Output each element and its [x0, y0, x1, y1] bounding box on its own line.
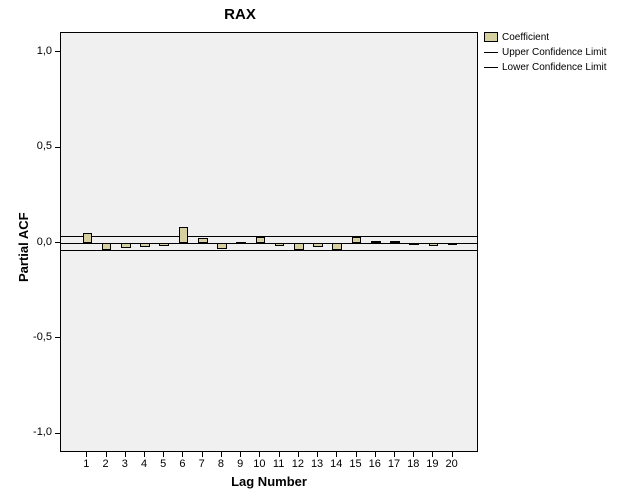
legend-item: Upper Confidence Limit	[484, 45, 607, 59]
y-tick-label: -1,0	[0, 426, 52, 438]
x-tick	[317, 452, 318, 457]
x-tick-label: 4	[134, 458, 153, 470]
x-tick-label: 16	[365, 458, 384, 470]
pacf-bar	[256, 237, 266, 243]
x-tick	[106, 452, 107, 457]
x-tick-label: 2	[96, 458, 115, 470]
x-tick-label: 18	[404, 458, 423, 470]
x-tick	[125, 452, 126, 457]
pacf-bar	[102, 243, 112, 250]
x-tick-label: 14	[327, 458, 346, 470]
pacf-bar	[390, 241, 400, 243]
y-tick-label: 0,0	[0, 236, 52, 248]
x-tick-label: 6	[173, 458, 192, 470]
x-tick	[356, 452, 357, 457]
x-tick-label: 3	[115, 458, 134, 470]
pacf-bar	[179, 227, 189, 243]
y-tick	[55, 51, 60, 52]
x-tick-label: 1	[77, 458, 96, 470]
x-tick-label: 10	[250, 458, 269, 470]
x-axis-label: Lag Number	[60, 474, 478, 489]
upper-confidence-line	[61, 236, 477, 237]
legend-label: Lower Confidence Limit	[502, 62, 607, 73]
chart-title: RAX	[0, 6, 480, 23]
pacf-bar	[429, 243, 439, 246]
x-tick	[336, 452, 337, 457]
plot-area	[60, 32, 478, 452]
y-tick-label: -0,5	[0, 331, 52, 343]
y-tick-label: 0,5	[0, 140, 52, 152]
x-tick	[240, 452, 241, 457]
x-tick	[202, 452, 203, 457]
pacf-bar	[83, 233, 93, 244]
legend-label: Upper Confidence Limit	[502, 47, 607, 58]
legend-item: Lower Confidence Limit	[484, 60, 607, 74]
x-tick-label: 7	[192, 458, 211, 470]
x-tick	[221, 452, 222, 457]
pacf-bar	[217, 243, 227, 249]
x-tick	[375, 452, 376, 457]
x-tick	[279, 452, 280, 457]
x-tick	[452, 452, 453, 457]
pacf-bar	[140, 243, 150, 247]
legend-item: Coefficient	[484, 30, 607, 44]
x-tick	[144, 452, 145, 457]
legend: Coefficient Upper Confidence Limit Lower C…	[484, 30, 607, 75]
x-tick	[413, 452, 414, 457]
legend-swatch-line	[484, 52, 498, 53]
x-tick-label: 19	[423, 458, 442, 470]
x-tick-label: 17	[384, 458, 403, 470]
x-tick	[86, 452, 87, 457]
pacf-bar	[121, 243, 131, 248]
pacf-bar	[313, 243, 323, 247]
x-tick-label: 11	[269, 458, 288, 470]
lower-confidence-line	[61, 250, 477, 251]
x-tick-label: 12	[288, 458, 307, 470]
pacf-bar	[409, 243, 419, 245]
y-tick	[55, 433, 60, 434]
x-tick	[394, 452, 395, 457]
x-tick-label: 15	[346, 458, 365, 470]
x-tick	[432, 452, 433, 457]
pacf-bar	[236, 242, 246, 244]
x-tick	[298, 452, 299, 457]
y-tick-label: 1,0	[0, 45, 52, 57]
y-tick	[55, 242, 60, 243]
pacf-bar	[332, 243, 342, 250]
legend-swatch-line	[484, 67, 498, 68]
x-tick	[182, 452, 183, 457]
y-tick	[55, 147, 60, 148]
x-tick-label: 5	[154, 458, 173, 470]
legend-label: Coefficient	[502, 32, 549, 43]
x-tick-label: 8	[211, 458, 230, 470]
x-tick	[163, 452, 164, 457]
pacf-chart: RAX Partial ACF Lag Number CoefficientUp…	[0, 0, 626, 501]
pacf-bar	[448, 243, 458, 245]
x-tick	[259, 452, 260, 457]
pacf-bar	[275, 243, 285, 246]
x-tick-label: 9	[231, 458, 250, 470]
y-tick	[55, 337, 60, 338]
pacf-bar	[294, 243, 304, 250]
pacf-bar	[371, 241, 381, 243]
legend-swatch-box	[484, 32, 498, 42]
x-tick-label: 20	[442, 458, 461, 470]
x-tick-label: 13	[307, 458, 326, 470]
pacf-bar	[352, 237, 362, 243]
pacf-bar	[198, 238, 208, 243]
pacf-bar	[159, 243, 169, 246]
